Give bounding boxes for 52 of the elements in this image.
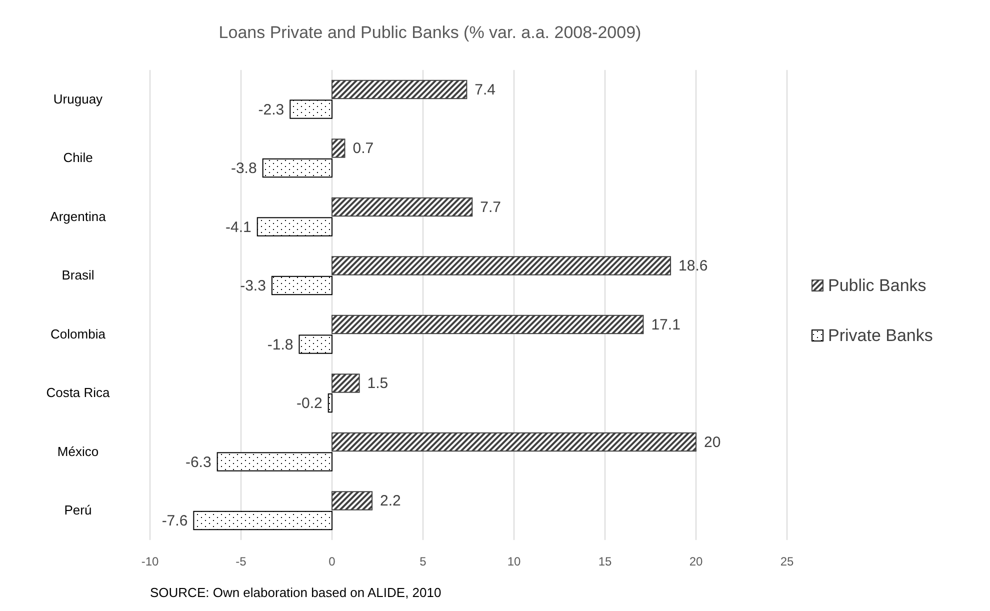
x-tick-label: 15 xyxy=(598,554,612,569)
data-label: -6.3 xyxy=(185,454,212,471)
data-label: -3.8 xyxy=(230,160,257,178)
x-tick-label: 5 xyxy=(420,554,427,569)
bar xyxy=(332,138,346,158)
data-label: -3.3 xyxy=(240,278,266,295)
bar xyxy=(271,276,332,296)
y-tick-label: Uruguay xyxy=(53,91,104,106)
y-tick-label: Perú xyxy=(64,502,92,518)
bar xyxy=(328,393,332,413)
bar xyxy=(298,334,332,354)
bar xyxy=(216,452,332,472)
data-label: 7.7 xyxy=(480,198,501,216)
y-tick-label: Brasil xyxy=(62,268,94,283)
data-label: 0.7 xyxy=(352,140,374,158)
data-label: -1.8 xyxy=(267,336,294,354)
y-tick-label: México xyxy=(57,444,99,459)
x-tick-label: -5 xyxy=(236,554,247,569)
legend-label: Private Banks xyxy=(828,326,933,345)
bar xyxy=(290,100,332,119)
bar xyxy=(332,197,473,217)
bar xyxy=(262,158,332,178)
data-label: -2.3 xyxy=(258,101,284,118)
data-label: 1.5 xyxy=(367,375,388,392)
bar xyxy=(332,491,373,510)
data-label: -7.6 xyxy=(162,512,188,530)
bar xyxy=(332,374,360,393)
data-label: 18.6 xyxy=(678,258,708,275)
bar xyxy=(332,256,672,276)
x-tick-label: 25 xyxy=(780,554,794,569)
x-tick-label: 10 xyxy=(507,554,521,569)
bar xyxy=(332,80,468,100)
bar xyxy=(256,217,332,236)
x-tick-label: 0 xyxy=(328,554,336,569)
bar xyxy=(193,510,332,530)
legend-label: Public Banks xyxy=(828,276,926,295)
data-label: -0.2 xyxy=(296,395,322,412)
bar xyxy=(332,314,644,334)
bar xyxy=(332,432,696,452)
data-label: 17.1 xyxy=(651,316,680,334)
y-tick-label: Colombia xyxy=(50,326,106,342)
y-tick-label: Costa Rica xyxy=(46,385,111,400)
data-label: 7.4 xyxy=(474,81,496,98)
x-tick-label: 20 xyxy=(689,554,703,569)
chart-title: Loans Private and Public Banks (% var. a.a. 2008-2009) xyxy=(218,23,642,42)
data-label: 2.2 xyxy=(380,492,401,510)
source-note: SOURCE: Own elaboration based on ALIDE, 2010 xyxy=(150,585,442,600)
x-tick-label: -10 xyxy=(141,554,159,569)
data-label: -4.1 xyxy=(226,218,252,236)
y-tick-label: Argentina xyxy=(50,208,107,224)
y-tick-label: Chile xyxy=(63,150,93,166)
data-label: 20 xyxy=(704,434,721,451)
